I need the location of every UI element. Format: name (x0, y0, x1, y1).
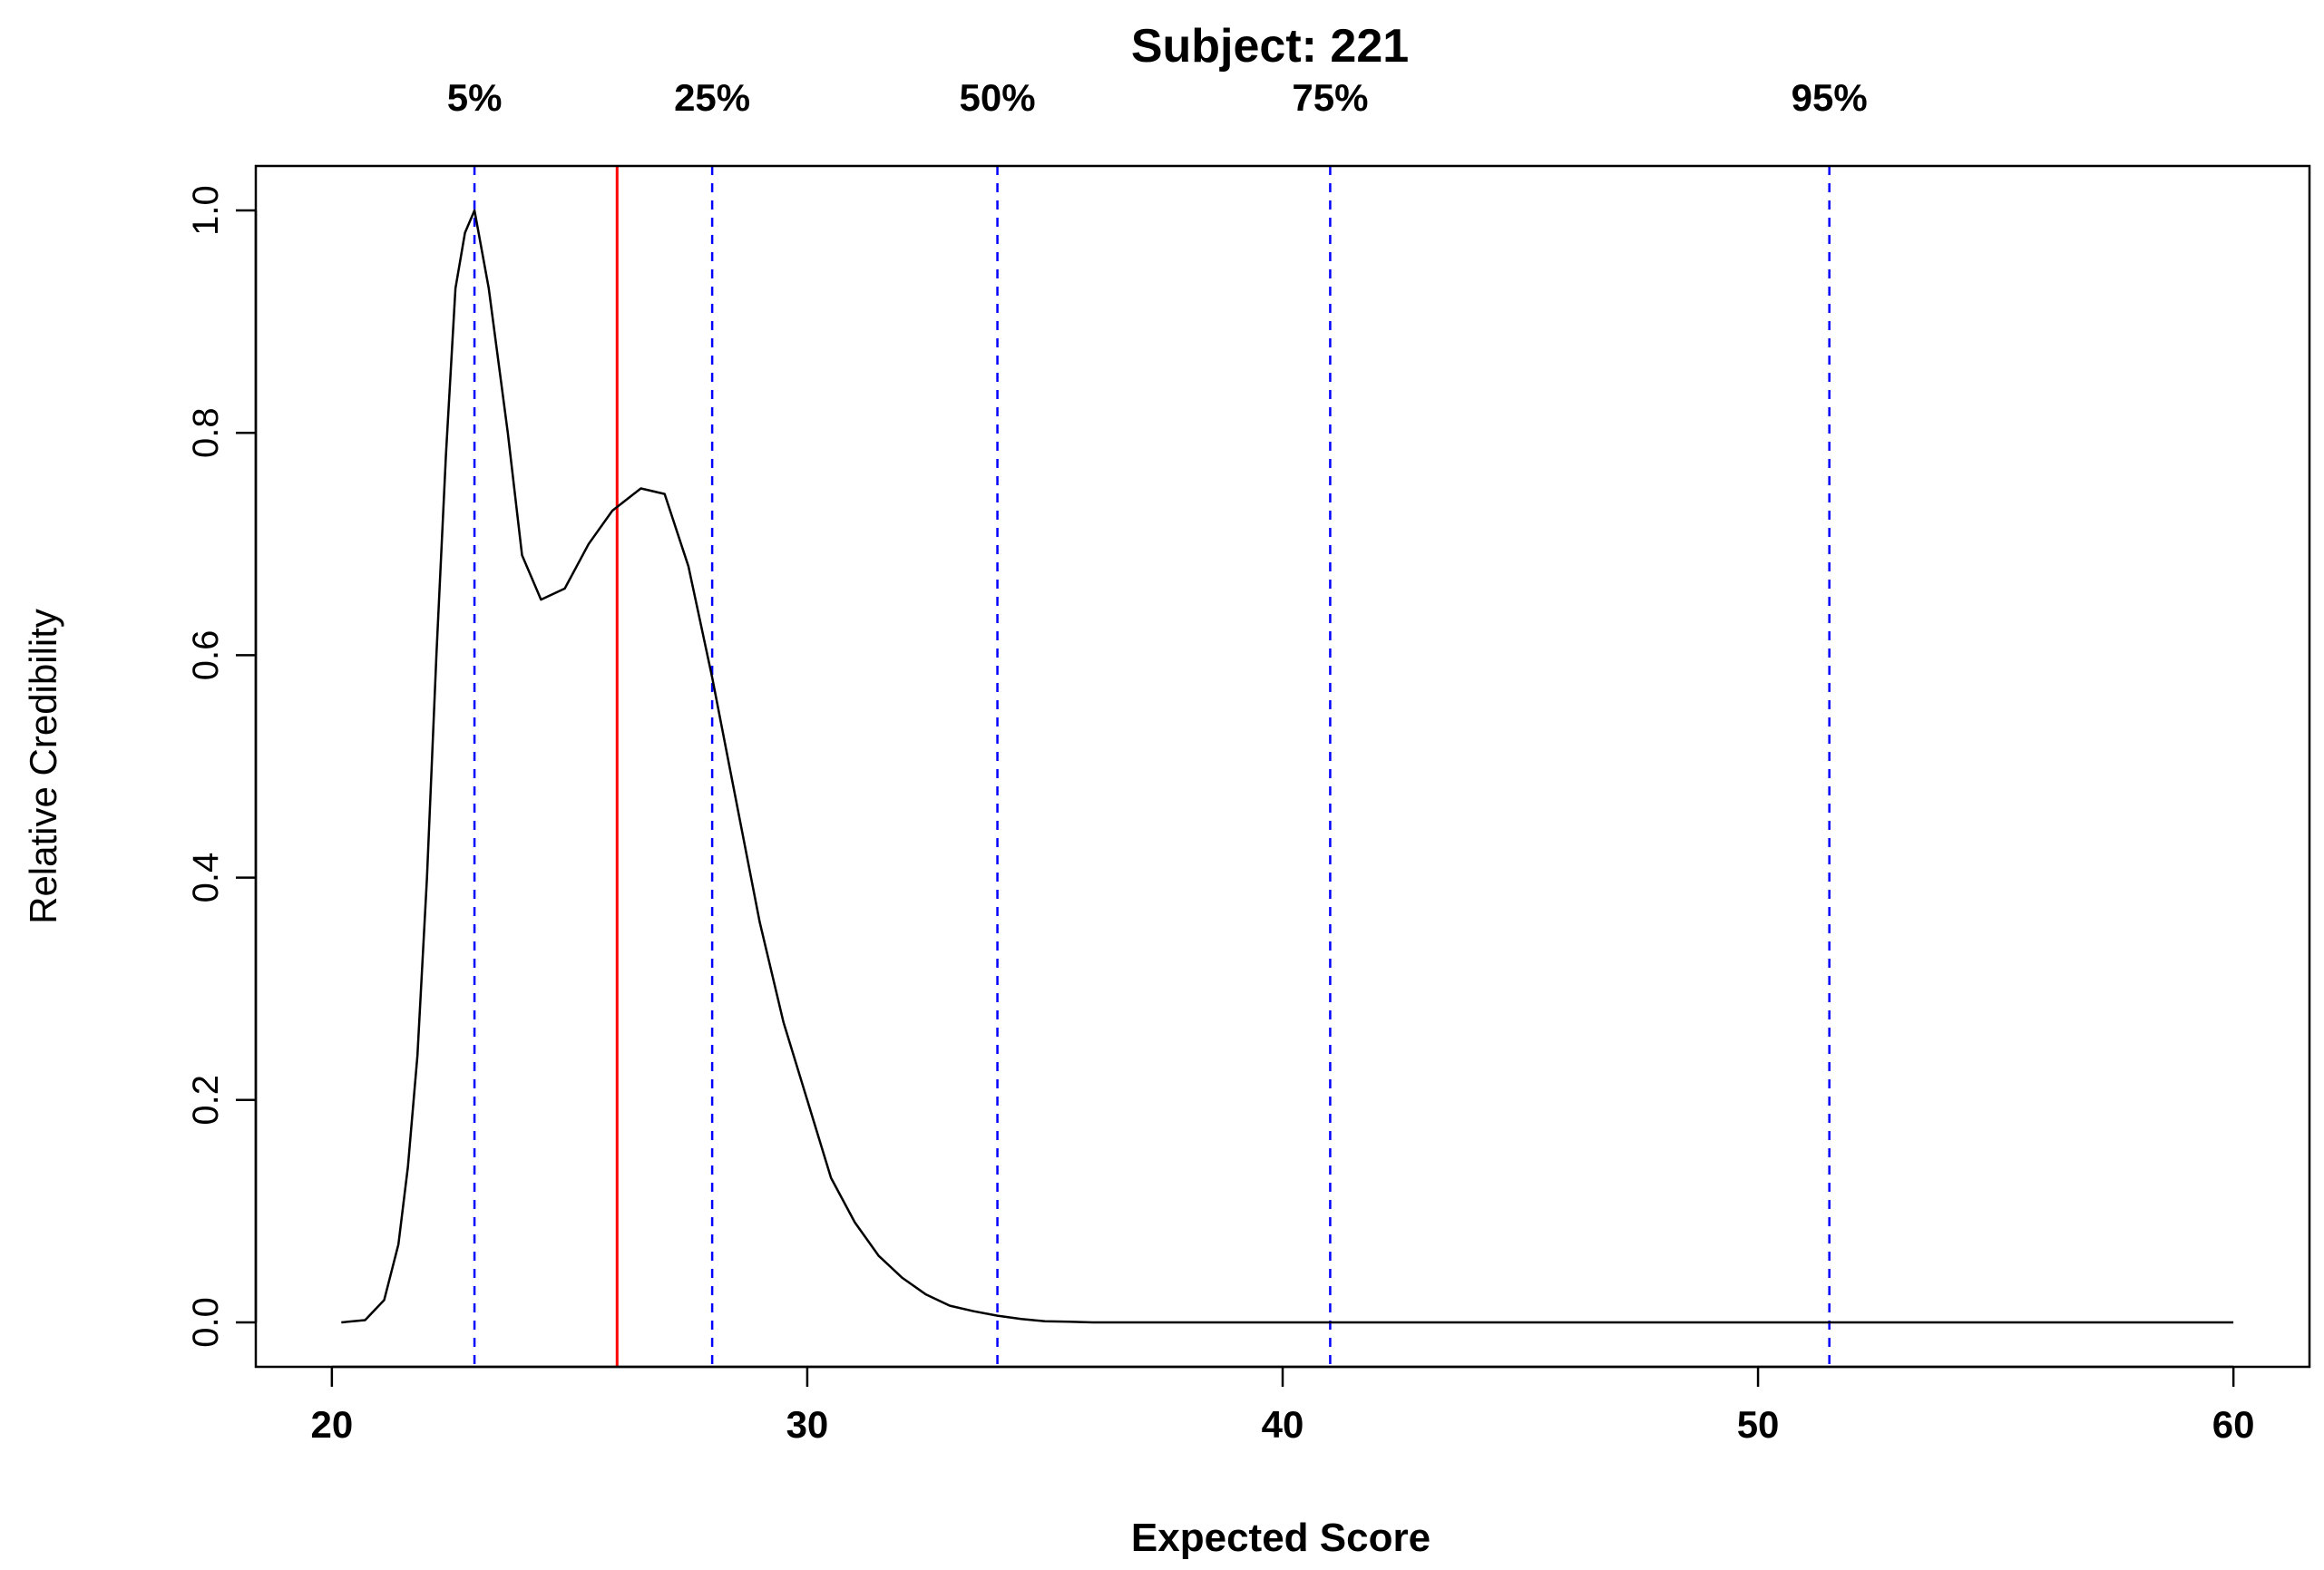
quantile-label: 50% (960, 76, 1036, 119)
y-tick-label: 0.8 (186, 407, 226, 458)
chart-title: Subject: 221 (1131, 20, 1409, 73)
series-group (341, 209, 2234, 1324)
x-tick-label: 50 (1737, 1403, 1780, 1446)
x-tick-label: 30 (786, 1403, 829, 1446)
quantile-label: 95% (1792, 76, 1868, 119)
y-tick-label: 0.6 (186, 630, 226, 681)
y-tick-label: 0.4 (186, 853, 226, 903)
quantile-label: 25% (674, 76, 750, 119)
quantile-lines (473, 166, 1831, 1367)
y-axis: 0.0 0.2 0.4 0.6 0.8 1.0 (186, 185, 258, 1348)
y-tick-label: 0.0 (186, 1297, 226, 1348)
quantile-labels: 5% 25% 50% 75% 95% (447, 76, 1868, 119)
x-axis: 20 30 40 50 60 (310, 1365, 2255, 1446)
x-tick-label: 60 (2212, 1403, 2255, 1446)
x-axis-title: Expected Score (1131, 1516, 1431, 1560)
y-axis-title: Relative Credibility (22, 609, 64, 924)
x-tick-label: 20 (310, 1403, 353, 1446)
y-tick-label: 0.2 (186, 1075, 226, 1126)
credibility-curve (341, 209, 2234, 1324)
x-tick-label: 40 (1262, 1403, 1304, 1446)
plot-frame (254, 164, 2311, 1369)
quantile-label: 5% (447, 76, 503, 119)
y-tick-label: 1.0 (186, 185, 226, 236)
quantile-label: 75% (1292, 76, 1368, 119)
